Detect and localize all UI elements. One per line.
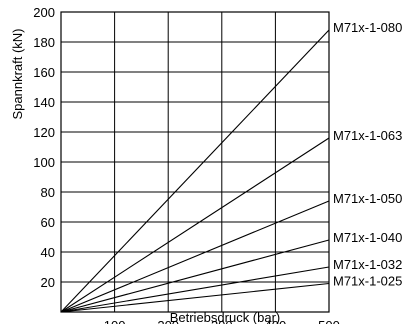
y-tick-label: 140 [33, 95, 55, 110]
y-tick-label: 180 [33, 35, 55, 50]
series-label: M71x-1-063 [333, 128, 402, 143]
y-tick-label: 120 [33, 125, 55, 140]
series-labels: M71x-1-080 M71x-1-063 M71x-1-050 M71x-1-040… [333, 20, 402, 289]
y-axis-label: Spannkraft (kN) [10, 28, 25, 119]
y-tick-label: 100 [33, 155, 55, 170]
series-line-M71x-1-032 [60, 266, 330, 313]
y-tick-label: 80 [41, 185, 55, 200]
series-line-M71x-1-080 [60, 29, 330, 313]
x-tick-label: 200 [157, 318, 179, 324]
series-label: M71x-1-040 [333, 230, 402, 245]
series-label: M71x-1-025 [333, 274, 402, 289]
x-tick-label: 100 [104, 318, 126, 324]
series-line-M71x-1-025 [60, 282, 330, 313]
y-tick-labels: 20 40 60 80 100 120 140 160 180 200 [33, 5, 55, 290]
y-tick-label: 200 [33, 5, 55, 20]
series-label: M71x-1-080 [333, 20, 402, 35]
x-tick-label: 500 [318, 318, 340, 324]
grid [61, 12, 329, 312]
x-axis-label: Betriebsdruck (bar) [170, 310, 281, 324]
y-tick-label: 160 [33, 65, 55, 80]
y-tick-label: 20 [41, 275, 55, 290]
x-tick-labels: 100 200 300 400 500 [104, 318, 340, 324]
series-label: M71x-1-050 [333, 191, 402, 206]
series-lines [60, 29, 330, 313]
y-tick-label: 60 [41, 215, 55, 230]
series-label: M71x-1-032 [333, 257, 402, 272]
y-tick-label: 40 [41, 245, 55, 260]
x-tick-label: 400 [265, 318, 287, 324]
series-line-M71x-1-063 [60, 137, 330, 313]
series-line-M71x-1-050 [60, 200, 330, 313]
series-line-M71x-1-040 [60, 239, 330, 313]
plot-frame [60, 11, 330, 313]
x-tick-label: 300 [211, 318, 233, 324]
